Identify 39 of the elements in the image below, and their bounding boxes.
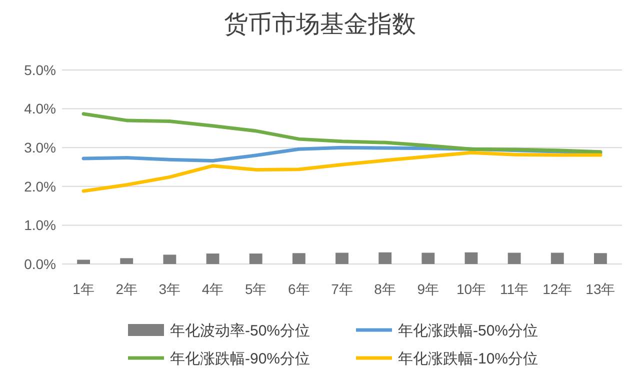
bar: [120, 258, 134, 264]
y-tick-label: 4.0%: [24, 100, 56, 117]
x-tick-label: 7年: [331, 281, 353, 297]
bar: [422, 252, 435, 264]
x-tick-label: 2年: [116, 281, 138, 297]
bar: [508, 252, 521, 264]
bar: [378, 252, 392, 264]
y-tick-label: 2.0%: [24, 178, 56, 194]
x-tick-label: 13年: [586, 281, 616, 297]
x-tick-label: 8年: [374, 281, 396, 297]
bar: [206, 254, 220, 264]
bar: [249, 254, 262, 264]
bar: [464, 252, 478, 264]
y-tick-label: 1.0%: [24, 217, 56, 234]
x-tick-label: 5年: [244, 281, 267, 297]
y-tick-label: 5.0%: [24, 62, 56, 78]
legend-label: 年化波动率-50%分位: [170, 322, 310, 340]
x-tick-label: 4年: [202, 281, 224, 297]
bar: [594, 253, 607, 264]
bar: [77, 260, 90, 264]
x-tick-label: 1年: [72, 281, 94, 297]
bar: [163, 254, 176, 264]
x-tick-label: 6年: [288, 281, 310, 297]
x-tick-label: 12年: [542, 281, 572, 297]
x-tick-label: 9年: [417, 281, 440, 297]
legend-label: 年化涨跌幅-90%分位: [170, 350, 310, 368]
bar: [292, 253, 306, 264]
bar: [336, 252, 348, 264]
chart-title: 货币市场基金指数: [224, 11, 416, 38]
y-tick-label: 3.0%: [24, 140, 56, 156]
bar: [550, 252, 564, 264]
legend-label: 年化涨跌幅-50%分位: [398, 322, 538, 340]
y-tick-label: 0.0%: [24, 256, 56, 272]
x-tick-label: 10年: [456, 281, 486, 297]
line-series: [82, 150, 602, 193]
legend-label: 年化涨跌幅-10%分位: [398, 350, 538, 368]
line-series: [82, 112, 602, 154]
x-tick-label: 3年: [158, 281, 181, 297]
x-tick-label: 11年: [500, 281, 529, 297]
